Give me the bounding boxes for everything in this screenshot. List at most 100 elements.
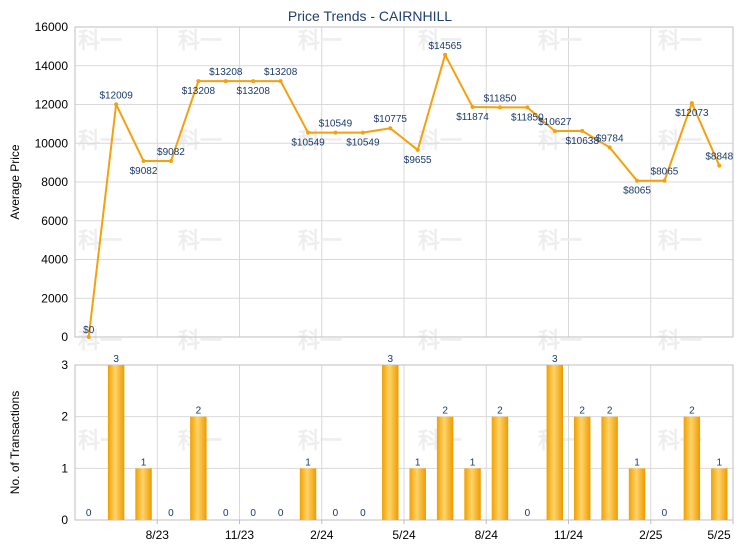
watermark-text: 科一: [418, 129, 462, 154]
price-point: [662, 178, 667, 183]
watermark-text: 科一: [78, 29, 122, 54]
watermark-text: 科一: [418, 29, 462, 54]
watermark-text: 科一: [178, 329, 222, 354]
bar-data-label: 2: [196, 406, 202, 417]
transaction-bar: [190, 416, 207, 520]
price-point: [223, 79, 228, 84]
bar-data-label: 2: [689, 406, 695, 417]
price-data-label: $14565: [428, 41, 462, 52]
watermark-text: 科一: [658, 229, 702, 254]
bar-data-label: 1: [415, 457, 421, 468]
y-tick-label: 10000: [35, 136, 69, 150]
x-tick-label: 5/25: [707, 528, 731, 542]
price-point: [497, 105, 502, 110]
price-data-label: $10775: [374, 114, 408, 125]
y-tick-label: 2: [61, 410, 68, 424]
watermark-text: 科一: [538, 29, 582, 54]
bar-data-label: 2: [497, 406, 503, 417]
watermark-text: 科一: [658, 329, 702, 354]
bar-data-label: 0: [86, 508, 92, 519]
transaction-bar: [601, 416, 618, 520]
price-point: [607, 145, 612, 150]
transaction-bar: [491, 416, 509, 520]
price-data-label: $11850: [484, 93, 517, 104]
y-tick-label: 2000: [41, 291, 68, 305]
price-data-label: $9082: [130, 166, 158, 177]
price-point: [415, 147, 420, 152]
price-data-label: $8065: [623, 186, 651, 197]
y-tick-label: 16000: [35, 20, 69, 34]
price-point: [525, 105, 530, 110]
x-tick-label: 11/23: [225, 528, 254, 542]
price-data-label: $8065: [651, 167, 679, 178]
watermark-text: 科一: [298, 329, 342, 354]
bar-data-label: 2: [442, 406, 448, 417]
bar-data-label: 0: [525, 508, 531, 519]
watermark-text: 科一: [178, 129, 222, 154]
transaction-bar: [573, 416, 591, 520]
bar-data-label: 0: [168, 508, 174, 519]
bar-data-label: 1: [470, 457, 476, 468]
watermark-text: 科一: [418, 229, 462, 254]
price-data-label: $10549: [346, 138, 380, 149]
price-point: [388, 126, 393, 131]
watermark-text: 科一: [538, 129, 582, 154]
price-data-label: $10638: [566, 136, 600, 147]
price-point: [443, 52, 448, 57]
watermark-text: 科一: [78, 129, 122, 154]
transaction-bar: [436, 416, 454, 520]
price-point: [251, 79, 256, 84]
x-tick-label: 11/24: [554, 528, 583, 542]
bar-data-label: 2: [579, 406, 585, 417]
bar-data-label: 3: [113, 354, 119, 365]
bar-data-label: 3: [388, 354, 394, 365]
watermark-text: 科一: [298, 229, 342, 254]
watermark-text: 科一: [178, 29, 222, 54]
price-data-label: $9784: [596, 133, 624, 144]
price-point: [141, 159, 146, 164]
price-data-label: $13208: [209, 67, 243, 78]
y-tick-label: 12000: [35, 98, 69, 112]
price-point: [580, 128, 585, 133]
bar-data-label: 1: [141, 457, 147, 468]
x-tick-label: 2/25: [639, 528, 663, 542]
price-data-label: $11874: [456, 112, 489, 123]
x-tick-label: 5/24: [392, 528, 416, 542]
watermark-text: 科一: [538, 329, 582, 354]
price-data-label: $0: [83, 325, 95, 336]
y-tick-label: 4000: [41, 253, 68, 267]
transaction-bar: [683, 416, 701, 520]
y-axis-title: No. of Transactions: [8, 391, 22, 494]
price-data-label: $13208: [237, 86, 271, 97]
transaction-bar: [107, 365, 125, 520]
price-point: [168, 159, 173, 164]
price-point: [196, 79, 201, 84]
chart-title: Price Trends - CAIRNHILL: [288, 8, 452, 24]
price-data-label: $8848: [705, 152, 733, 163]
price-data-label: $9655: [404, 155, 432, 166]
bar-data-label: 0: [223, 508, 229, 519]
price-line: [87, 53, 721, 338]
transaction-bar: [135, 468, 152, 520]
price-point: [689, 101, 694, 106]
transaction-bar: [546, 365, 564, 520]
bar-data-label: 1: [717, 457, 723, 468]
watermark-text: 科一: [538, 229, 582, 254]
y-tick-label: 6000: [41, 214, 68, 228]
watermark-text: 科一: [658, 29, 702, 54]
price-plot-frame: [74, 26, 734, 338]
price-data-label: $13208: [264, 67, 298, 78]
bar-data-label: 0: [250, 508, 256, 519]
x-tick-label: 2/24: [310, 528, 334, 542]
price-data-label: $9082: [157, 147, 185, 158]
watermark-text: 科一: [178, 229, 222, 254]
transaction-bar: [711, 468, 728, 520]
x-tick-label: 8/23: [146, 528, 170, 542]
price-data-label: $13208: [182, 86, 216, 97]
bar-data-label: 0: [662, 508, 668, 519]
bar-data-label: 1: [634, 457, 640, 468]
transaction-bar: [464, 468, 481, 520]
price-data-label: $12009: [99, 90, 133, 101]
